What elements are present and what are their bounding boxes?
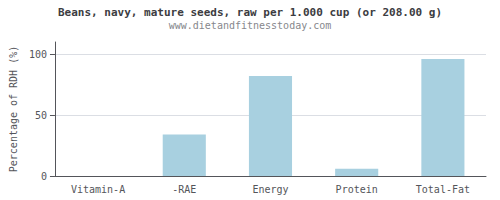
- svg-text:50: 50: [35, 110, 47, 121]
- svg-text:Protein: Protein: [336, 184, 378, 195]
- svg-text:Percentage of RDH (%): Percentage of RDH (%): [8, 46, 19, 172]
- svg-text:0: 0: [41, 171, 47, 182]
- svg-text:Total-Fat: Total-Fat: [416, 184, 470, 195]
- svg-text:www.dietandfitnesstoday.com: www.dietandfitnesstoday.com: [169, 20, 332, 31]
- svg-text:Beans, navy, mature seeds, raw: Beans, navy, mature seeds, raw per 1.000…: [58, 6, 442, 19]
- svg-text:Vitamin-A: Vitamin-A: [71, 184, 125, 195]
- svg-text:100: 100: [29, 49, 47, 60]
- svg-text:-RAE: -RAE: [172, 184, 196, 195]
- svg-text:Energy: Energy: [252, 184, 288, 195]
